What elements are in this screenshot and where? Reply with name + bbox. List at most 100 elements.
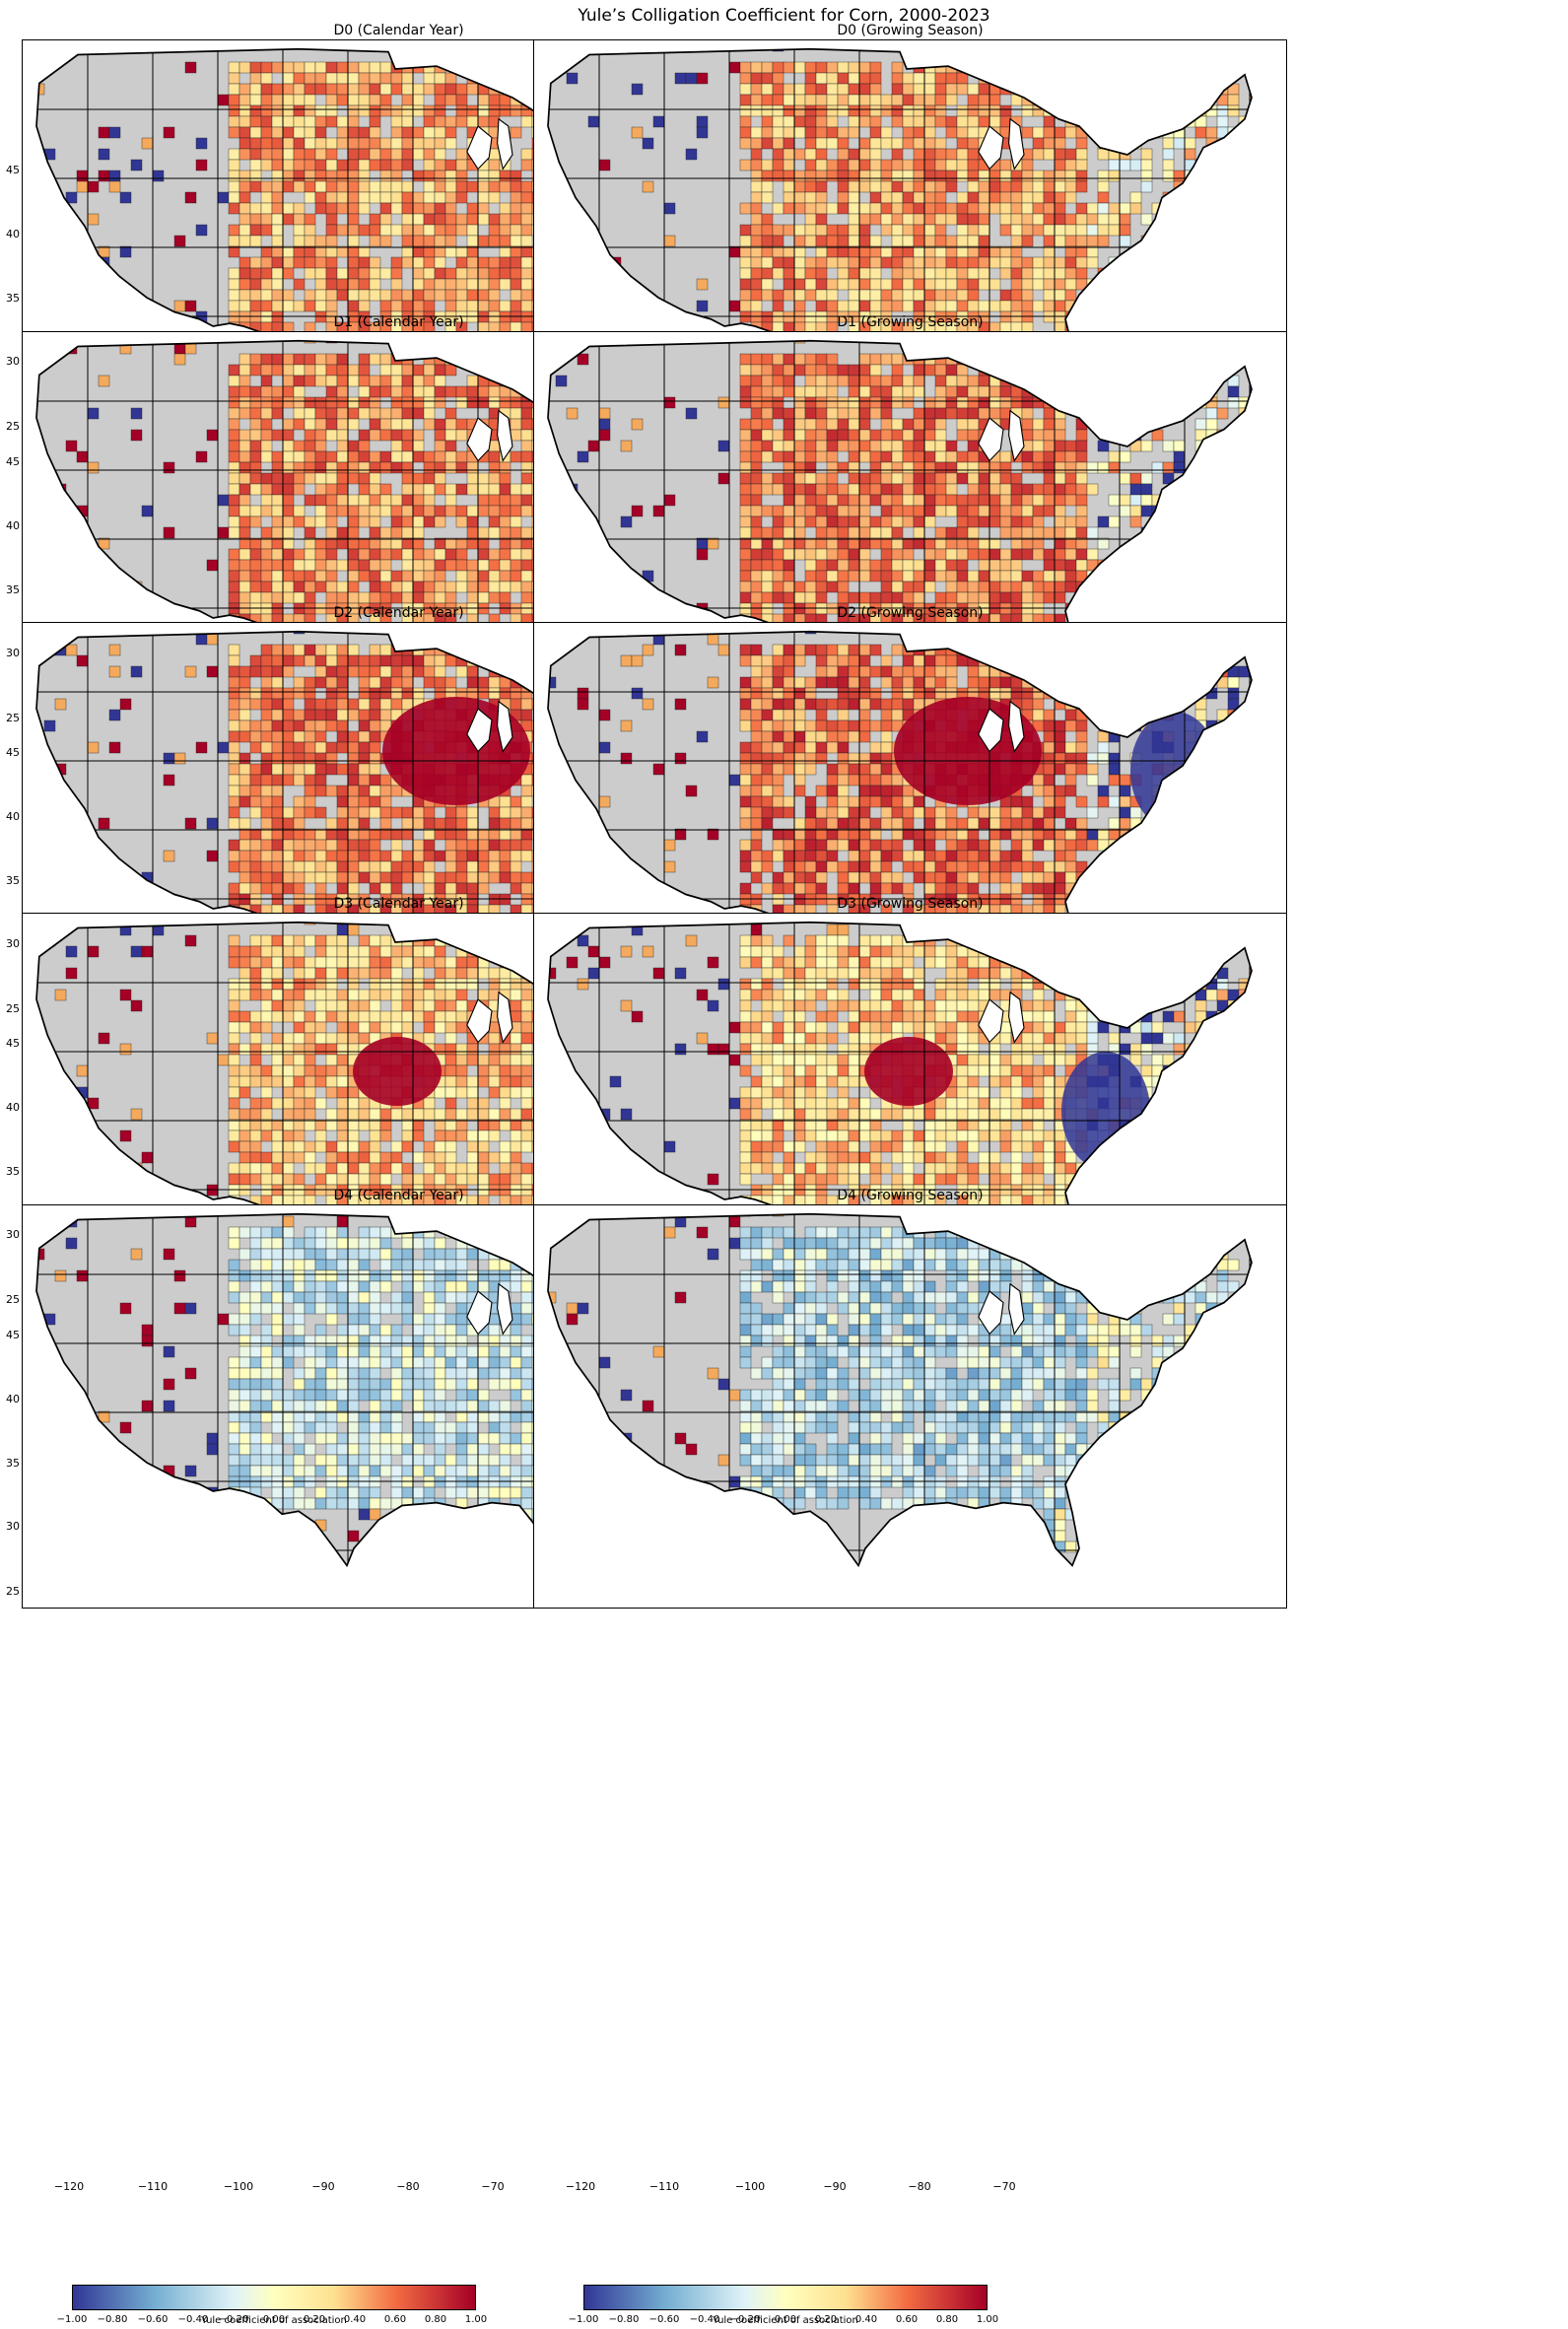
county-cell — [902, 245, 915, 258]
county-cell — [423, 191, 436, 204]
county-cell — [369, 375, 381, 387]
county-cell — [869, 213, 882, 226]
county-cell — [293, 278, 306, 291]
county-cell — [260, 202, 273, 215]
county-cell — [956, 472, 969, 485]
county-cell — [956, 115, 969, 128]
county-cell — [1064, 213, 1077, 226]
county-cell — [423, 202, 436, 215]
county-cell — [444, 505, 457, 517]
county-cell — [967, 570, 980, 582]
county-cell — [65, 48, 78, 52]
county-cell — [783, 537, 795, 550]
county-cell — [913, 104, 925, 117]
county-cell — [434, 72, 446, 85]
county-cell — [1054, 61, 1066, 74]
county-cell — [1032, 300, 1045, 312]
county-cell — [739, 570, 752, 582]
county-cell — [1129, 591, 1142, 604]
county-cell — [1054, 429, 1066, 442]
county-cell — [815, 483, 828, 496]
county-cell — [934, 256, 947, 269]
county-cell — [412, 559, 425, 572]
county-cell — [750, 461, 763, 474]
county-cell — [804, 159, 817, 171]
county-cell — [271, 191, 284, 204]
county-cell — [488, 581, 501, 593]
county-cell — [239, 472, 251, 485]
county-cell — [314, 494, 327, 507]
county-cell — [1021, 515, 1034, 528]
county-cell — [620, 440, 633, 452]
county-cell — [1216, 191, 1229, 204]
county-cell — [837, 191, 850, 204]
county-cell — [837, 581, 850, 593]
county-cell — [880, 505, 893, 517]
county-cell — [282, 83, 295, 96]
county-cell — [304, 94, 316, 106]
county-cell — [466, 591, 479, 604]
county-cell — [1249, 159, 1252, 171]
county-cell — [793, 83, 806, 96]
county-cell — [869, 267, 882, 280]
county-cell — [1064, 148, 1077, 161]
county-cell — [412, 526, 425, 539]
county-cell — [750, 180, 763, 193]
county-cell — [1119, 385, 1131, 398]
county-cell — [1249, 170, 1252, 182]
county-cell — [184, 300, 197, 312]
county-cell — [401, 385, 414, 398]
county-cell — [826, 570, 839, 582]
county-cell — [967, 591, 980, 604]
county-cell — [978, 407, 990, 420]
county-cell — [412, 148, 425, 161]
county-cell — [98, 148, 110, 161]
county-cell — [945, 461, 958, 474]
county-cell — [837, 559, 850, 572]
county-cell — [379, 300, 392, 312]
county-cell — [1054, 278, 1066, 291]
county-cell — [761, 213, 774, 226]
county-cell — [293, 353, 306, 366]
county-cell — [793, 126, 806, 139]
county-cell — [1086, 375, 1099, 387]
county-cell — [804, 385, 817, 398]
county-cell — [304, 61, 316, 74]
county-cell — [347, 591, 360, 604]
county-cell — [923, 148, 936, 161]
county-cell — [358, 126, 371, 139]
county-cell — [783, 591, 795, 604]
county-cell — [390, 191, 403, 204]
county-cell — [891, 224, 904, 237]
county-cell — [1119, 450, 1131, 463]
county-cell — [336, 94, 349, 106]
county-cell — [978, 245, 990, 258]
county-cell — [152, 170, 165, 182]
county-cell — [999, 180, 1012, 193]
county-cell — [477, 256, 490, 269]
county-cell — [239, 364, 251, 377]
county-cell — [978, 461, 990, 474]
county-cell — [945, 170, 958, 182]
county-cell — [314, 159, 327, 171]
county-cell — [271, 137, 284, 150]
county-cell — [293, 115, 306, 128]
county-cell — [444, 191, 457, 204]
county-cell — [358, 224, 371, 237]
county-cell — [1043, 300, 1056, 312]
county-cell — [750, 202, 763, 215]
county-cell — [477, 472, 490, 485]
county-cell — [967, 526, 980, 539]
county-cell — [76, 450, 89, 463]
county-cell — [913, 483, 925, 496]
county-cell — [1054, 591, 1066, 604]
county-cell — [891, 450, 904, 463]
county-cell — [282, 665, 295, 678]
county-cell — [999, 256, 1012, 269]
county-cell — [336, 191, 349, 204]
county-cell — [423, 289, 436, 302]
county-cell — [249, 581, 262, 593]
county-cell — [869, 235, 882, 247]
county-cell — [880, 581, 893, 593]
county-cell — [477, 396, 490, 409]
